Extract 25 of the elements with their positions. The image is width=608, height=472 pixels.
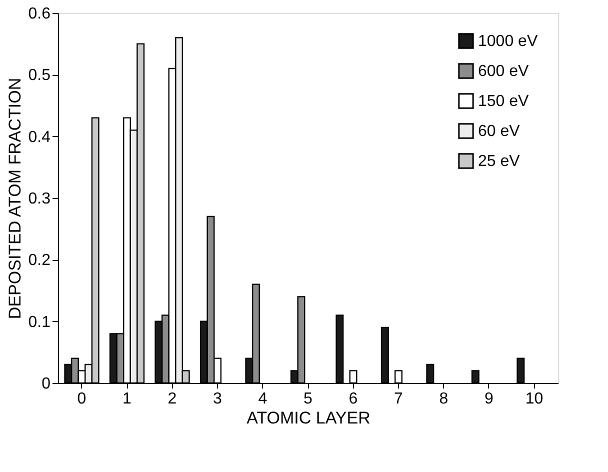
legend-label: 600 eV — [478, 63, 530, 80]
legend-label: 1000 eV — [478, 33, 538, 50]
x-tick-label: 0 — [77, 390, 86, 408]
x-tick-label: 8 — [439, 390, 448, 408]
x-tick-label: 1 — [122, 390, 132, 408]
x-tick-label: 9 — [484, 390, 494, 408]
x-tick-label: 7 — [394, 390, 404, 408]
y-tick-label: 0 — [42, 376, 51, 392]
y-tick-label: 0.2 — [28, 252, 51, 270]
y-tick-label: 0.1 — [28, 314, 51, 331]
y-axis-title: DEPOSITED ATOM FRACTION — [5, 78, 24, 320]
x-tick-label: 3 — [213, 390, 222, 408]
x-tick-label: 2 — [168, 390, 177, 408]
legend-label: 60 eV — [478, 123, 520, 140]
x-tick-label: 4 — [258, 390, 268, 408]
y-tick-label: 0.5 — [28, 67, 51, 84]
x-tick-label: 10 — [525, 390, 544, 408]
x-axis-title: ATOMIC LAYER — [246, 408, 370, 428]
y-tick-label: 0.3 — [28, 190, 51, 208]
legend-label: 150 eV — [478, 93, 530, 110]
x-tick-label: 5 — [304, 390, 313, 408]
x-tick-label: 6 — [348, 390, 358, 408]
y-tick-label: 0.6 — [28, 6, 51, 22]
y-tick-label: 0.4 — [28, 128, 51, 146]
legend-label: 25 eV — [478, 153, 520, 170]
